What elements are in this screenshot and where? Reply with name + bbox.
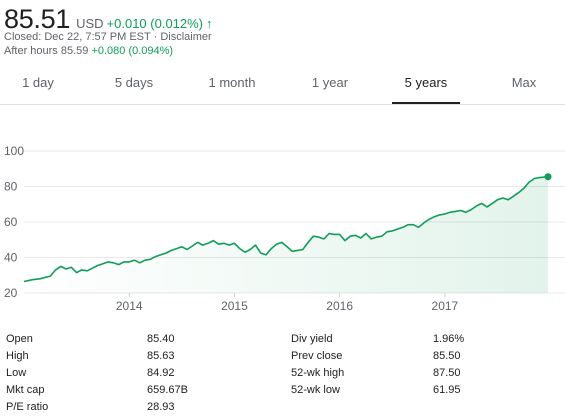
series-area <box>24 176 548 293</box>
latest-price-point <box>544 173 552 181</box>
tab-5-years[interactable]: 5 years <box>392 66 460 104</box>
current-price: 85.51 <box>4 4 71 34</box>
tab-1-month[interactable]: 1 month <box>208 75 256 90</box>
range-tabs: 1 day 5 days 1 month 1 year 5 years Max <box>0 66 565 104</box>
stat-row-prev-close: Prev close 85.50 <box>291 350 551 367</box>
stat-row-52wk-high: 52-wk high 87.50 <box>291 367 551 384</box>
stat-row-52wk-low: 52-wk low 61.95 <box>291 384 551 401</box>
stat-label: Open <box>6 333 33 345</box>
closed-status: Closed: Dec 22, 7:57 PM EST · Disclaimer <box>4 31 212 43</box>
stat-row-low: Low 84.92 <box>6 367 266 384</box>
tab-1-day[interactable]: 1 day <box>22 75 54 90</box>
y-tick-label: 100 <box>4 144 24 158</box>
after-hours-label: After hours 85.59 <box>4 45 89 57</box>
stat-label: Prev close <box>291 350 343 362</box>
after-hours-change: +0.080 (0.094%) <box>91 45 174 57</box>
disclaimer-link[interactable]: Disclaimer <box>160 31 212 43</box>
stat-value: 85.40 <box>147 333 175 345</box>
series-line <box>23 175 549 283</box>
tab-5-days[interactable]: 5 days <box>114 75 154 90</box>
tab-1-year[interactable]: 1 year <box>311 75 349 90</box>
quote-header: 85.51 USD +0.010 (0.012%) ↑ <box>4 4 213 35</box>
price-change: +0.010 (0.012%) <box>106 16 204 31</box>
price-chart[interactable]: 100 80 60 40 20 2014 2015 2016 2017 <box>0 135 565 315</box>
x-tick-label: 2016 <box>326 299 353 313</box>
stat-value: 1.96% <box>433 333 465 345</box>
stat-label: Low <box>6 367 27 379</box>
stat-row-high: High 85.63 <box>6 350 266 367</box>
x-tick-label: 2015 <box>221 299 248 313</box>
stat-value: 85.63 <box>147 350 175 362</box>
x-tick-label: 2014 <box>116 299 143 313</box>
stat-value: 85.50 <box>433 350 461 362</box>
stat-row-div-yield: Div yield 1.96% <box>291 333 551 350</box>
stat-row-open: Open 85.40 <box>6 333 266 350</box>
stat-value: 87.50 <box>433 367 461 379</box>
y-tick-label: 20 <box>4 286 18 300</box>
stat-row-pe-ratio: P/E ratio 28.93 <box>6 401 266 418</box>
stat-label: 52-wk low <box>291 384 340 396</box>
stat-label: P/E ratio <box>6 401 49 413</box>
y-tick-label: 40 <box>4 251 18 265</box>
y-tick-label: 60 <box>4 215 18 229</box>
arrow-up-icon: ↑ <box>206 16 213 31</box>
currency-label: USD <box>76 16 104 31</box>
after-hours-status: After hours 85.59 +0.080 (0.094%) <box>4 45 173 57</box>
tabs-divider <box>0 104 565 105</box>
stat-value: 659.67B <box>147 384 188 396</box>
stat-label: Div yield <box>291 333 333 345</box>
stat-value: 84.92 <box>147 367 175 379</box>
closed-time: Dec 22, 7:57 PM EST <box>44 31 151 43</box>
stat-row-mkt-cap: Mkt cap 659.67B <box>6 384 266 401</box>
y-tick-label: 80 <box>4 180 18 194</box>
tab-max[interactable]: Max <box>511 75 537 90</box>
closed-prefix: Closed: <box>4 31 45 43</box>
stat-label: High <box>6 350 29 362</box>
stat-value: 28.93 <box>147 401 175 413</box>
stat-value: 61.95 <box>433 384 461 396</box>
stat-label: 52-wk high <box>291 367 345 379</box>
separator: · <box>150 31 161 43</box>
stat-label: Mkt cap <box>6 384 45 396</box>
x-tick-label: 2017 <box>432 299 459 313</box>
